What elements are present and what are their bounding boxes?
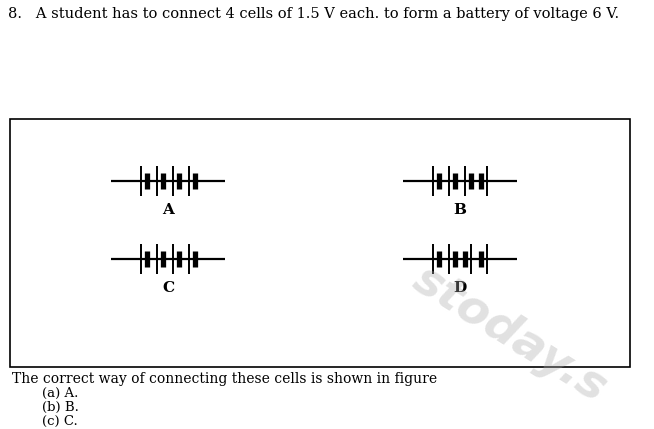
Bar <box>10 119 630 367</box>
Text: C: C <box>162 281 174 295</box>
Text: (c) C.: (c) C. <box>42 415 78 428</box>
Text: stoday.s: stoday.s <box>405 257 615 411</box>
Text: The correct way of connecting these cells is shown in figure: The correct way of connecting these cell… <box>12 372 437 386</box>
Text: B: B <box>453 203 466 217</box>
Text: A: A <box>162 203 174 217</box>
Text: (b) B.: (b) B. <box>42 401 79 414</box>
Text: 8.   A student has to connect 4 cells of 1.5 V each. to form a battery of voltag: 8. A student has to connect 4 cells of 1… <box>8 7 619 21</box>
Text: (a) A.: (a) A. <box>42 387 78 400</box>
Text: D: D <box>453 281 466 295</box>
